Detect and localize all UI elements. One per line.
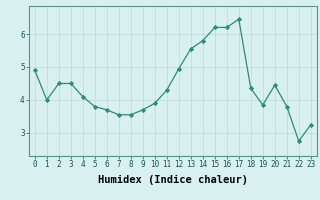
X-axis label: Humidex (Indice chaleur): Humidex (Indice chaleur) [98,175,248,185]
